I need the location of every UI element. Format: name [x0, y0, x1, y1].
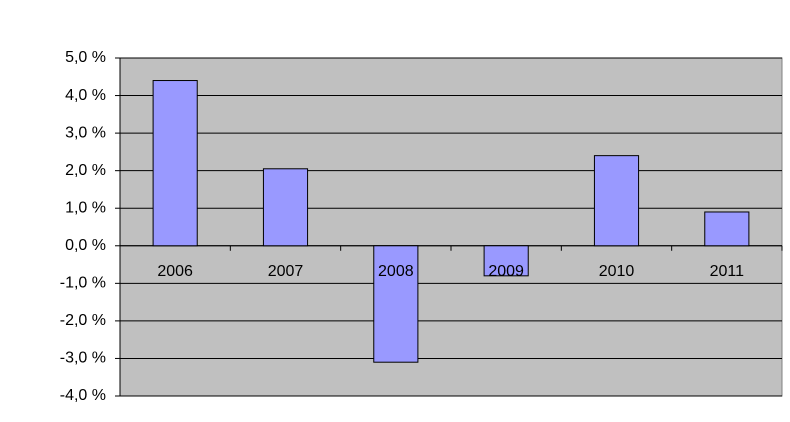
x-tick-label: 2011	[710, 263, 745, 280]
x-tick-label: 2010	[599, 263, 635, 280]
y-tick-label: 0,0 %	[65, 237, 106, 254]
bar	[593, 155, 640, 247]
bar	[373, 245, 419, 363]
y-tick-label: -4,0 %	[60, 387, 106, 404]
y-tick-label: -1,0 %	[60, 275, 106, 292]
x-tick-label: 2006	[157, 263, 193, 280]
y-tick-label: 3,0 %	[65, 124, 106, 141]
y-tick-label: 5,0 %	[65, 49, 106, 66]
y-tick-label: -2,0 %	[60, 312, 106, 329]
x-tick-label: 2009	[488, 263, 524, 280]
y-tick-label: 1,0 %	[65, 199, 106, 216]
bar	[704, 211, 750, 247]
bar	[483, 245, 529, 277]
y-tick-label: 2,0 %	[65, 162, 106, 179]
x-tick-label: 2007	[268, 263, 304, 280]
y-tick-label: 4,0 %	[65, 87, 106, 104]
bar	[152, 80, 198, 247]
x-tick-label: 2008	[378, 263, 414, 280]
plot-area	[119, 57, 783, 397]
y-tick-label: -3,0 %	[60, 350, 106, 367]
bar	[262, 168, 309, 247]
